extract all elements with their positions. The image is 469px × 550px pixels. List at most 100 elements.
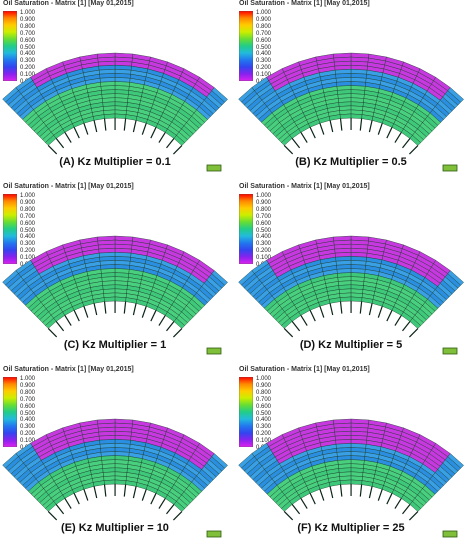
colorbar-tick-label: 0.800	[20, 206, 36, 213]
grid-edge	[368, 303, 373, 316]
grid-edge	[64, 315, 72, 326]
colorbar-tick-label: 0.300	[20, 58, 36, 65]
colorbar-tick-label: 0.500	[20, 44, 36, 51]
reservoir-grid-3d	[238, 418, 464, 521]
colorbar-tick-label: 0.600	[256, 37, 272, 44]
colorbar-tick-label: 0.900	[20, 16, 36, 23]
grid-edge	[64, 498, 72, 509]
orientation-axes-icon	[206, 530, 222, 538]
grid-edge	[291, 504, 301, 515]
grid-edge	[319, 123, 325, 135]
grid-edge	[73, 126, 80, 139]
grid-cell	[103, 479, 116, 485]
colorbar-tick-label: 0.600	[20, 37, 36, 44]
colorbar-tick-label: 1.000	[256, 376, 272, 382]
grid-edge	[394, 315, 402, 326]
panel-caption: (F) Kz Multiplier = 25	[297, 522, 405, 534]
grid-edge	[141, 489, 147, 501]
colorbar-tick-label: 0.900	[256, 199, 272, 206]
grid-cell	[350, 113, 363, 119]
grid-edge	[73, 492, 80, 505]
colorbar-tick-label: 0.600	[256, 220, 272, 227]
colorbar-tick-label: 1.000	[20, 10, 36, 16]
reservoir-grid-3d	[238, 235, 464, 338]
colorbar-tick-label: 0.800	[256, 23, 272, 30]
colorbar	[239, 11, 253, 81]
grid-edge	[408, 511, 419, 521]
grid-cell	[103, 113, 116, 119]
orientation-axes-icon	[442, 164, 458, 172]
grid-edge	[132, 303, 137, 316]
grid-edge	[339, 484, 343, 497]
colorbar-tick-label: 0.500	[256, 410, 272, 417]
colorbar-tick-label: 0.300	[20, 424, 36, 431]
grid-edge	[103, 118, 107, 131]
grid-edge	[368, 120, 373, 133]
colorbar-tick-label: 0.100	[256, 255, 272, 262]
grid-edge	[47, 327, 58, 338]
grid-cell	[103, 296, 116, 302]
colorbar-tick-label: 0.700	[20, 213, 36, 220]
grid-edge	[93, 486, 98, 499]
colorbar	[3, 194, 17, 264]
grid-edge	[359, 301, 363, 314]
grid-edge	[55, 504, 65, 515]
grid-edge	[141, 123, 147, 135]
colorbar-tick-label: 0.500	[256, 44, 272, 51]
colorbar-tick-label: 0.100	[20, 255, 36, 262]
grid-edge	[319, 489, 325, 501]
panel-title: Oil Saturation - Matrix [1] [May 01,2015…	[239, 366, 370, 373]
grid-edge	[64, 132, 72, 143]
panel-title: Oil Saturation - Matrix [1] [May 01,2015…	[3, 0, 134, 7]
grid-edge	[172, 145, 183, 155]
colorbar-tick-label: 1.000	[256, 193, 272, 199]
orientation-axes-icon	[206, 347, 222, 355]
grid-edge	[166, 504, 175, 515]
grid-edge	[141, 306, 147, 318]
colorbar-tick-label: 0.900	[20, 382, 36, 389]
grid-edge	[386, 310, 393, 322]
colorbar-tick-label: 0.400	[256, 51, 272, 58]
colorbar-tick-label: 0.100	[256, 438, 272, 445]
grid-edge	[402, 138, 411, 149]
grid-edge	[319, 306, 325, 318]
panel-caption: (D) Kz Multiplier = 5	[299, 339, 403, 351]
colorbar-tick-label: 0.400	[20, 234, 36, 241]
grid-edge	[150, 310, 157, 322]
grid-edge	[158, 315, 166, 326]
grid-edge	[368, 486, 373, 499]
colorbar	[239, 194, 253, 264]
grid-edge	[150, 493, 157, 505]
colorbar-tick-label: 0.300	[256, 424, 272, 431]
grid-edge	[55, 138, 65, 149]
grid-edge	[329, 120, 334, 133]
colorbar-tick-label: 1.000	[20, 376, 36, 382]
grid-edge	[359, 118, 363, 131]
colorbar	[3, 11, 17, 81]
grid-edge	[283, 144, 294, 155]
grid-edge	[283, 327, 294, 338]
grid-edge	[394, 132, 402, 143]
grid-cell	[114, 479, 127, 485]
grid-edge	[329, 486, 334, 499]
colorbar-tick-label: 0.200	[20, 431, 36, 438]
grid-edge	[291, 321, 301, 332]
grid-edge	[150, 127, 157, 139]
colorbar	[239, 377, 253, 447]
result-panel: Oil Saturation - Matrix [1] [May 01,2015…	[236, 366, 466, 548]
colorbar-tick-label: 0.600	[20, 220, 36, 227]
grid-edge	[103, 301, 107, 314]
grid-edge	[309, 309, 316, 322]
grid-edge	[123, 301, 127, 314]
orientation-axes-icon	[206, 164, 222, 172]
grid-edge	[166, 321, 175, 332]
grid-cell	[350, 296, 363, 302]
grid-edge	[73, 309, 80, 322]
reservoir-grid-3d	[2, 418, 228, 521]
colorbar-tick-label: 0.200	[256, 248, 272, 255]
grid-cell	[339, 113, 352, 119]
colorbar-tick-label: 0.500	[20, 410, 36, 417]
panel-title: Oil Saturation - Matrix [1] [May 01,2015…	[3, 366, 134, 373]
colorbar-tick-label: 0.200	[20, 65, 36, 72]
colorbar-tick-label: 0.900	[256, 16, 272, 23]
